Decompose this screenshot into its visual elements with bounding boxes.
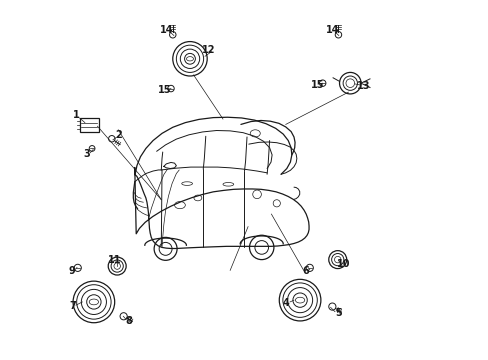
Text: 1: 1 (72, 111, 79, 121)
Text: 12: 12 (202, 45, 215, 55)
Text: 11: 11 (108, 255, 121, 265)
Text: 15: 15 (310, 80, 324, 90)
Text: 14: 14 (325, 25, 338, 35)
Text: 13: 13 (356, 81, 370, 91)
Text: 5: 5 (334, 308, 341, 318)
Text: 10: 10 (336, 259, 349, 269)
Text: 14: 14 (160, 25, 173, 35)
Text: 15: 15 (158, 85, 171, 95)
Text: 8: 8 (125, 316, 132, 325)
Text: 2: 2 (115, 130, 122, 140)
Text: 3: 3 (83, 149, 90, 159)
Text: 4: 4 (283, 298, 289, 308)
Text: 7: 7 (69, 301, 76, 311)
Text: 6: 6 (302, 266, 308, 276)
Text: 9: 9 (68, 266, 75, 276)
